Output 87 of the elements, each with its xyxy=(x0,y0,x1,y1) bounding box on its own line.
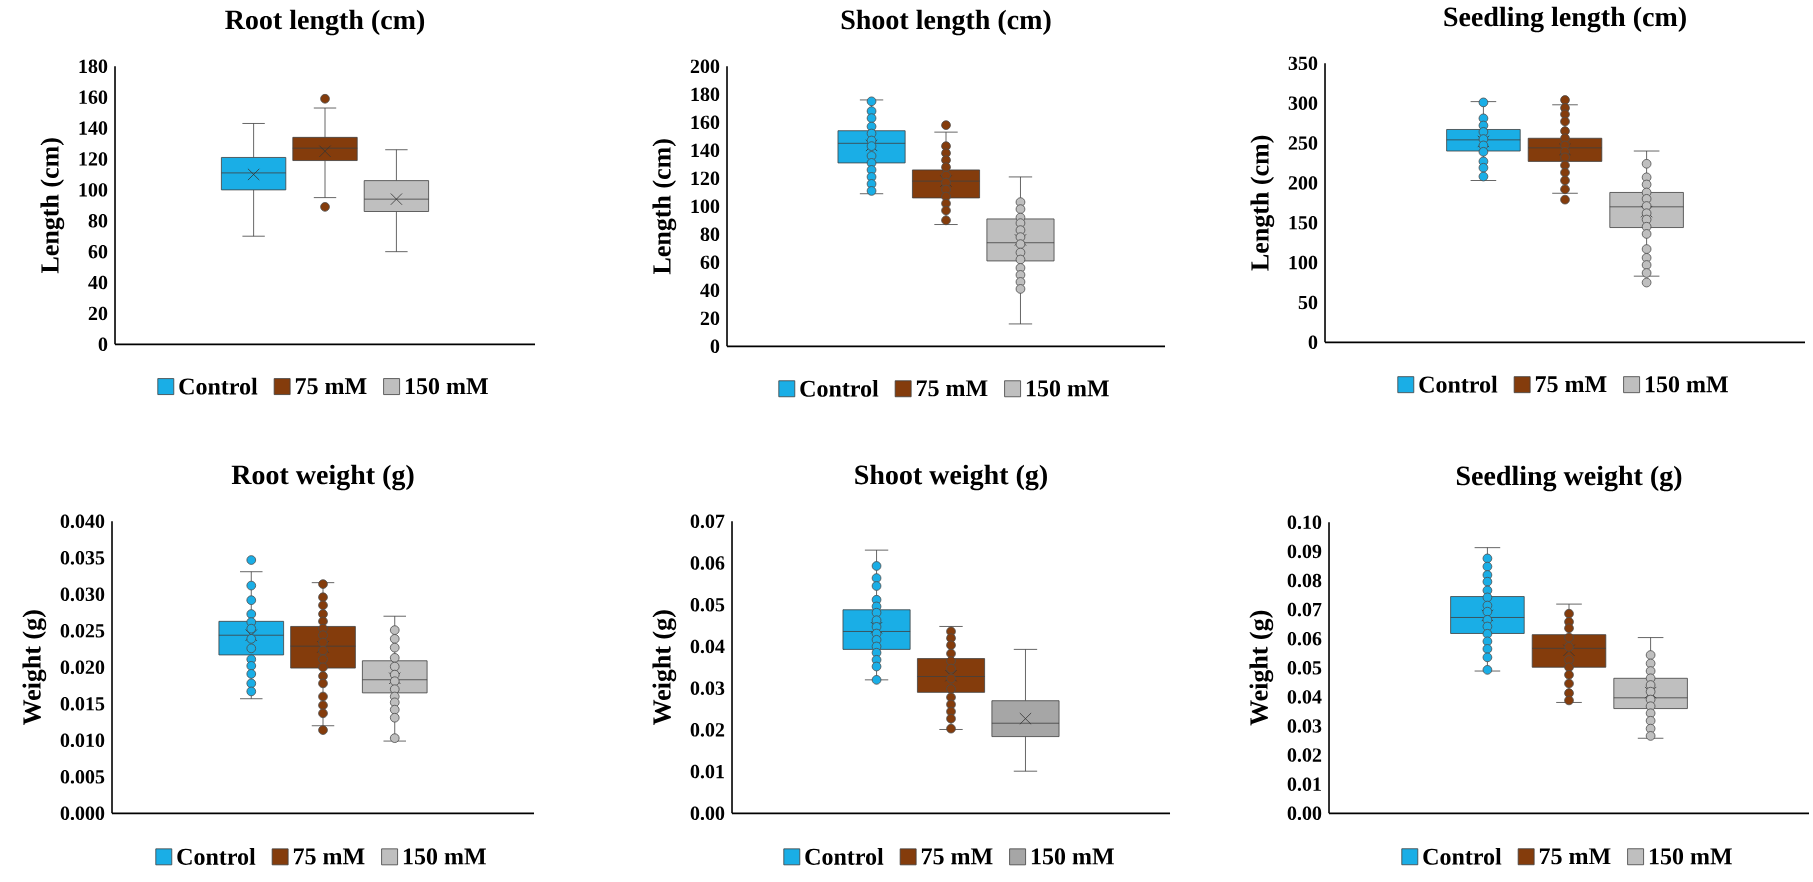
y-tick-label: 80 xyxy=(700,227,720,241)
y-tick-label: 100 xyxy=(691,199,720,213)
y-tick-label: 20 xyxy=(88,306,108,321)
y-tick-label: 80 xyxy=(88,213,108,228)
legend-label: 150 mM xyxy=(1645,376,1728,393)
y-tick-label: 40 xyxy=(88,275,108,290)
y-tick-label: 0.09 xyxy=(1287,544,1322,559)
y-tick-label: 150 xyxy=(1289,215,1318,230)
y-tick-label: 0.03 xyxy=(1287,719,1322,733)
legend-label: Control xyxy=(177,847,256,865)
y-tick-label: 0.000 xyxy=(60,806,105,820)
y-tick-label: 140 xyxy=(691,143,720,157)
y-tick-label: 0.01 xyxy=(690,764,724,779)
y-tick-label: 350 xyxy=(1288,56,1318,70)
y-tick-label: 160 xyxy=(79,90,108,104)
y-tick-label: 100 xyxy=(79,182,108,197)
y-tick-label: 0.035 xyxy=(60,550,105,565)
legend-label: 75 mM xyxy=(293,848,365,865)
y-tick-label: 250 xyxy=(1288,136,1318,150)
legend-label: Control xyxy=(805,847,884,865)
y-tick-label: 0.005 xyxy=(60,769,105,784)
y-tick-label: 0.07 xyxy=(690,514,725,528)
legend-label: 75 mM xyxy=(1539,848,1611,865)
y-axis-title: Weight (g) xyxy=(1249,610,1274,726)
y-tick-label: 0.01 xyxy=(1287,777,1321,791)
legend-label: 150 mM xyxy=(1031,848,1114,865)
y-axis-title: Weight (g) xyxy=(652,610,677,725)
y-tick-label: 0.025 xyxy=(60,623,105,638)
y-tick-label: 120 xyxy=(79,152,108,166)
y-tick-label: 0.03 xyxy=(690,681,725,695)
y-tick-label: 0.06 xyxy=(690,556,725,570)
y-tick-label: 160 xyxy=(691,115,720,129)
y-tick-label: 50 xyxy=(1298,295,1318,310)
y-tick-label: 120 xyxy=(691,171,720,185)
y-tick-label: 20 xyxy=(700,311,720,325)
y-tick-label: 200 xyxy=(1288,176,1318,190)
legend-label: 75 mM xyxy=(921,848,993,865)
legend-label: Control xyxy=(800,379,879,397)
y-tick-label: 0 xyxy=(1308,335,1318,349)
y-tick-label: 140 xyxy=(79,121,108,135)
chart-title: Root length (cm) xyxy=(225,9,425,36)
y-tick-label: 40 xyxy=(700,283,720,297)
y-tick-label: 180 xyxy=(691,87,720,101)
legend-label: Control xyxy=(1423,847,1502,865)
chart-title: Root weight (g) xyxy=(231,464,414,491)
y-tick-label: 0.00 xyxy=(1287,806,1322,820)
y-axis-title: Length (cm) xyxy=(40,138,65,273)
y-axis-title: Length (cm) xyxy=(1250,135,1275,271)
y-tick-label: 0.04 xyxy=(690,639,725,654)
y-tick-label: 0.020 xyxy=(60,660,105,674)
y-tick-label: 100 xyxy=(1289,255,1318,270)
y-tick-label: 0.05 xyxy=(1287,660,1322,675)
y-tick-label: 60 xyxy=(88,244,108,259)
y-tick-label: 0.08 xyxy=(1287,573,1322,588)
y-tick-label: 0.10 xyxy=(1287,515,1322,529)
legend-label: Control xyxy=(1419,375,1498,393)
y-tick-label: 0.07 xyxy=(1287,602,1322,617)
y-tick-label: 0 xyxy=(710,339,720,353)
legend-label: Control xyxy=(179,377,258,395)
legend-label: 150 mM xyxy=(1649,848,1732,865)
y-tick-label: 0.010 xyxy=(60,733,105,747)
y-tick-label: 0.015 xyxy=(60,696,105,711)
y-axis-title: Weight (g) xyxy=(22,610,47,725)
legend-label: 75 mM xyxy=(295,378,367,394)
legend-label: 150 mM xyxy=(403,848,486,865)
legend-label: 150 mM xyxy=(1026,380,1109,397)
chart-title: Seedling weight (g) xyxy=(1456,465,1682,492)
y-tick-label: 0.030 xyxy=(60,587,105,601)
y-tick-label: 60 xyxy=(700,255,720,269)
chart-title: Shoot length (cm) xyxy=(841,9,1051,36)
y-tick-label: 0.02 xyxy=(1287,748,1322,762)
y-tick-label: 0.04 xyxy=(1287,689,1322,704)
legend-label: 75 mM xyxy=(1535,376,1607,393)
y-tick-label: 180 xyxy=(79,59,108,73)
legend-label: 150 mM xyxy=(405,377,488,395)
y-tick-label: 0.06 xyxy=(1287,631,1322,646)
y-tick-label: 0.040 xyxy=(60,514,105,528)
y-tick-label: 200 xyxy=(690,59,720,73)
y-tick-label: 0 xyxy=(98,337,108,351)
chart-title: Shoot weight (g) xyxy=(855,464,1047,491)
y-axis-title: Length (cm) xyxy=(652,139,677,274)
chart-title: Seedling length (cm) xyxy=(1444,6,1686,33)
y-tick-label: 300 xyxy=(1288,96,1318,110)
y-tick-label: 0.02 xyxy=(690,722,725,737)
y-tick-label: 0.00 xyxy=(690,806,725,820)
y-tick-label: 0.05 xyxy=(690,597,725,612)
legend-label: 75 mM xyxy=(916,380,988,397)
